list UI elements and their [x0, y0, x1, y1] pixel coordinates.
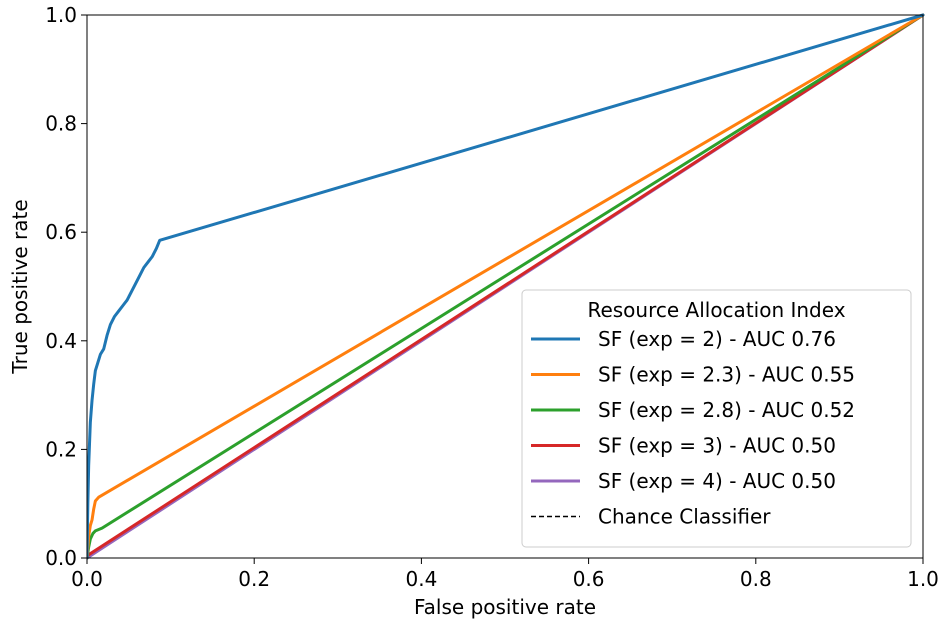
legend-box — [521, 289, 912, 548]
x-tick-label: 0.6 — [573, 567, 605, 591]
legend-label-5: Chance Classifier — [598, 505, 771, 529]
legend-title: Resource Allocation Index — [587, 298, 845, 322]
plot-area-frame — [86, 14, 924, 559]
x-axis: 0.0 0.2 0.4 0.6 0.8 1.0 — [71, 558, 939, 591]
legend-label-0: SF (exp = 2) - AUC 0.76 — [598, 327, 836, 351]
y-tick-label: 0.8 — [45, 112, 77, 136]
x-tick-label: 0.0 — [71, 567, 103, 591]
x-tick-label: 1.0 — [907, 567, 939, 591]
x-axis-title: False positive rate — [414, 595, 596, 619]
legend-label-2: SF (exp = 2.8) - AUC 0.52 — [598, 398, 855, 422]
x-tick-label: 0.2 — [238, 567, 270, 591]
legend-label-4: SF (exp = 4) - AUC 0.50 — [598, 469, 836, 493]
legend: Resource Allocation Index SF (exp = 2) -… — [521, 289, 912, 548]
y-tick-label: 1.0 — [45, 3, 77, 27]
y-axis: 0.0 0.2 0.4 0.6 0.8 1.0 — [45, 3, 87, 570]
y-tick-label: 0.6 — [45, 220, 77, 244]
legend-label-1: SF (exp = 2.3) - AUC 0.55 — [598, 363, 855, 387]
y-tick-label: 0.0 — [45, 546, 77, 570]
y-tick-label: 0.2 — [45, 437, 77, 461]
series-line-3 — [87, 13, 925, 558]
x-tick-label: 0.8 — [740, 567, 772, 591]
x-tick-label: 0.4 — [405, 567, 437, 591]
series-line-0 — [87, 13, 925, 560]
legend-label-3: SF (exp = 3) - AUC 0.50 — [598, 434, 836, 458]
series-line-1 — [87, 13, 925, 560]
plot-lines — [87, 13, 925, 560]
y-axis-title: True positive rate — [8, 199, 32, 374]
y-tick-label: 0.4 — [45, 329, 77, 353]
